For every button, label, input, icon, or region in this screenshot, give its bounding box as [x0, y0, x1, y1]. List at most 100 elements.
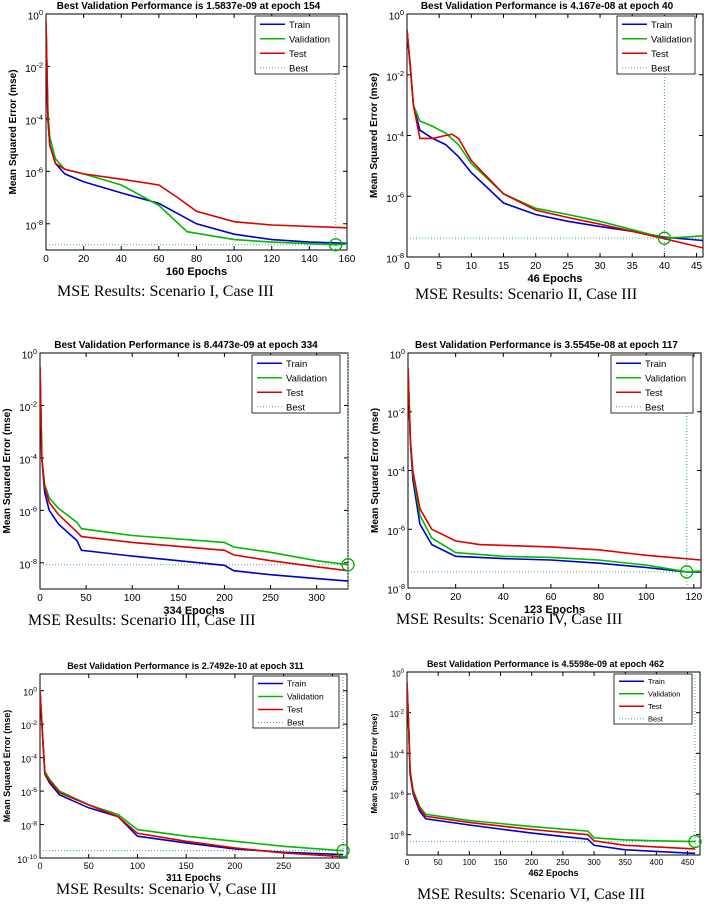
y-axis-label: Mean Squared Error (mse)	[370, 408, 381, 533]
series-line-validation	[407, 29, 703, 240]
x-tick-label: 0	[405, 858, 410, 867]
chart-panel-2: Best Validation Performance is 4.167e-08…	[360, 0, 709, 285]
x-axis-label: 123 Epochs	[524, 604, 585, 616]
legend-box	[251, 354, 341, 414]
chart-title: Best Validation Performance is 8.4473e-0…	[54, 340, 318, 351]
x-tick-label: 350	[619, 858, 633, 867]
y-tick-label: 10-6	[21, 787, 37, 798]
legend-label-test: Test	[651, 49, 669, 60]
legend-label-best: Best	[645, 402, 664, 413]
x-tick-label: 30	[594, 261, 606, 272]
chart-caption-2: MSE Results: Scenario II, Case III	[415, 286, 638, 303]
y-tick-label: 10-6	[19, 504, 37, 519]
y-tick-label: 100	[389, 8, 404, 23]
x-tick-label: 40	[116, 254, 128, 265]
legend-label-test: Test	[289, 49, 307, 60]
legend-label-best: Best	[286, 402, 305, 413]
x-tick-label: 250	[262, 593, 279, 604]
x-tick-label: 250	[556, 858, 570, 867]
y-tick-label: 10-4	[19, 452, 37, 467]
chart-title: Best Validation Performance is 1.5837e-0…	[57, 1, 321, 12]
chart-caption-4: MSE Results: Scenario IV, Case III	[396, 611, 623, 628]
x-tick-label: 45	[691, 261, 703, 272]
legend-label-validation: Validation	[645, 373, 686, 384]
x-tick-label: 100	[130, 861, 145, 871]
best-point-marker	[657, 231, 672, 245]
x-tick-label: 0	[405, 592, 411, 603]
chart-panel-6: Best Validation Performance is 4.5598e-0…	[360, 658, 709, 880]
best-point-marker	[688, 834, 702, 849]
x-tick-label: 400	[650, 858, 664, 867]
legend: Train Validation Test Best	[613, 673, 693, 725]
x-tick-label: 150	[179, 861, 194, 871]
x-axis-label: 334 Epochs	[163, 605, 224, 617]
legend-box	[616, 15, 696, 75]
legend-box	[613, 673, 693, 725]
x-tick-label: 300	[308, 593, 325, 604]
x-tick-label: 25	[562, 261, 574, 272]
x-tick-label: 60	[545, 592, 557, 603]
y-tick-label: 10-4	[390, 750, 405, 760]
y-tick-label: 10-8	[386, 251, 404, 266]
y-axis-label: Mean Squared Error (mse)	[8, 69, 19, 194]
y-tick-label: 10-6	[25, 165, 43, 180]
legend-label-train: Train	[648, 677, 665, 686]
legend-label-validation: Validation	[648, 690, 680, 699]
x-tick-label: 40	[659, 261, 671, 272]
x-tick-label: 0	[37, 593, 43, 604]
series-line-test	[408, 368, 701, 561]
legend-label-best: Best	[648, 715, 664, 724]
legend-label-validation: Validation	[286, 373, 327, 384]
x-tick-label: 250	[276, 861, 291, 871]
y-tick-label: 10-4	[25, 113, 43, 128]
y-tick-label: 100	[22, 347, 37, 362]
mse-chart-scenario-6: Best Validation Performance is 4.5598e-0…	[370, 659, 702, 878]
mse-chart-scenario-4: Best Validation Performance is 3.5545e-0…	[370, 340, 703, 616]
y-tick-label: 100	[23, 687, 37, 698]
legend-box	[610, 354, 694, 414]
x-tick-label: 50	[81, 593, 93, 604]
y-tick-label: 10-6	[387, 523, 405, 538]
mse-chart-scenario-5: Best Validation Performance is 2.7492e-1…	[2, 661, 350, 884]
legend: Train Validation Test Best	[254, 15, 340, 75]
x-tick-label: 300	[587, 858, 601, 867]
y-tick-label: 10-6	[390, 791, 405, 801]
legend-box	[254, 15, 340, 75]
chart-caption-6: MSE Results: Scenario VI, Case III	[417, 886, 646, 903]
y-axis-label: Mean Squared Error (mse)	[369, 73, 380, 198]
chart-panel-4: Best Validation Performance is 3.5545e-0…	[360, 335, 709, 616]
x-tick-label: 80	[191, 254, 203, 265]
y-tick-label: 10-8	[25, 218, 43, 233]
y-tick-label: 10-2	[21, 720, 37, 731]
legend: Train Validation Test Best	[251, 354, 341, 414]
x-axis-label: 160 Epochs	[166, 266, 227, 278]
x-tick-label: 20	[530, 261, 542, 272]
chart-title: Best Validation Performance is 4.5598e-0…	[427, 659, 664, 669]
x-axis-label: 46 Epochs	[527, 273, 582, 285]
legend-label-train: Train	[286, 359, 307, 370]
best-point-marker	[329, 238, 343, 252]
y-tick-label: 10-2	[19, 399, 37, 414]
x-tick-label: 50	[84, 861, 94, 871]
y-tick-label: 10-2	[25, 60, 43, 75]
y-axis-label: Mean Squared Error (mse)	[2, 710, 12, 823]
x-tick-label: 100	[638, 592, 655, 603]
x-tick-label: 200	[227, 861, 242, 871]
x-axis-label: 311 Epochs	[166, 873, 221, 884]
legend-label-test: Test	[645, 388, 663, 399]
x-tick-label: 120	[263, 254, 280, 265]
series-line-test	[46, 21, 347, 229]
x-tick-label: 60	[153, 254, 165, 265]
y-tick-label: 10-2	[387, 406, 405, 421]
x-tick-label: 100	[226, 254, 243, 265]
x-tick-label: 50	[434, 858, 443, 867]
series-line-test	[40, 690, 344, 858]
x-tick-label: 450	[681, 858, 695, 867]
y-tick-label: 100	[392, 669, 405, 679]
mse-chart-scenario-3: Best Validation Performance is 8.4473e-0…	[2, 340, 355, 617]
series-line-test	[40, 366, 348, 572]
x-tick-label: 0	[404, 261, 410, 272]
legend-label-train: Train	[289, 20, 310, 31]
mse-chart-scenario-1: Best Validation Performance is 1.5837e-0…	[8, 1, 356, 278]
x-tick-label: 40	[498, 592, 510, 603]
